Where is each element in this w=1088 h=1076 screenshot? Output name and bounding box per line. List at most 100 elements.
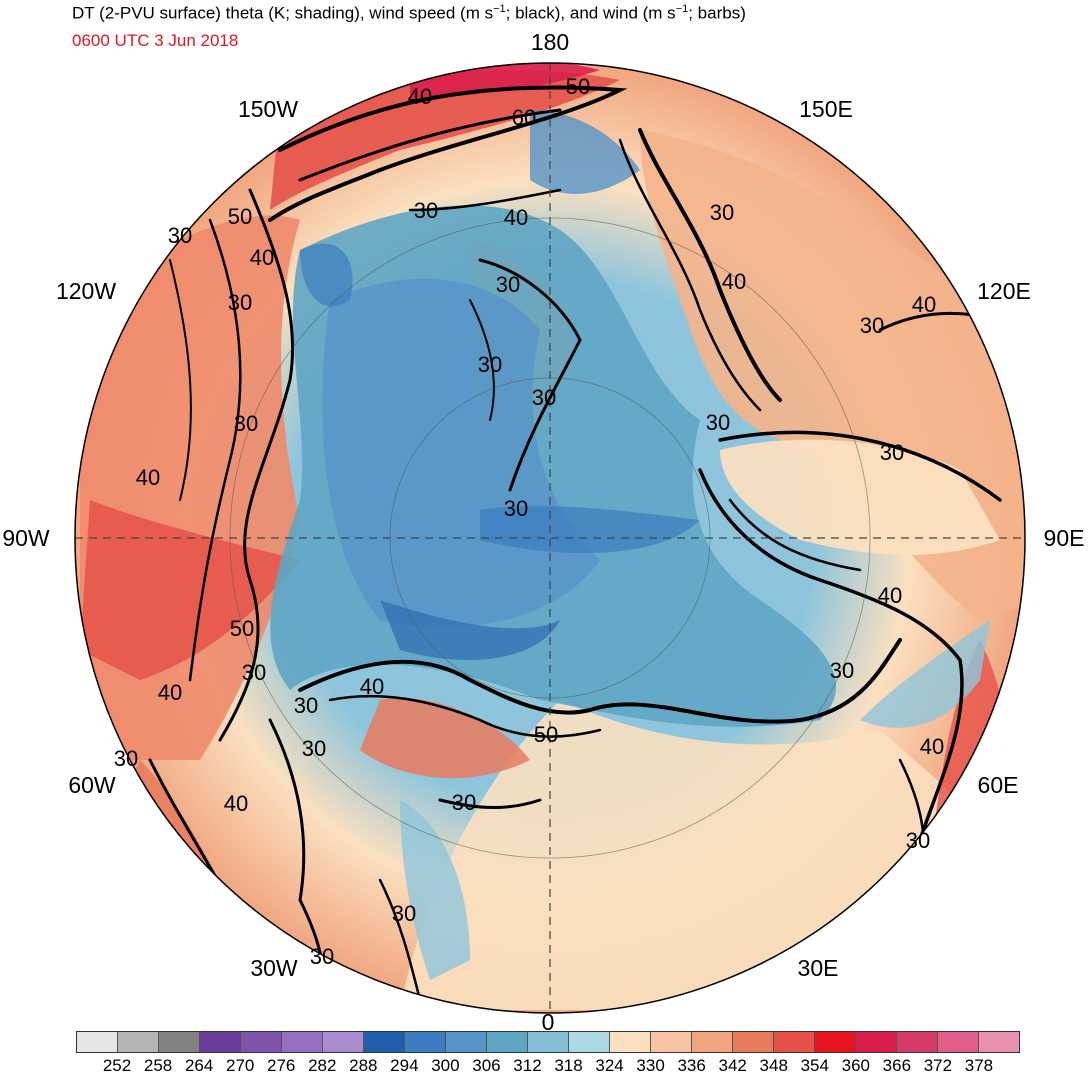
colorbar-swatch: [733, 1032, 774, 1052]
contour-label: 40: [408, 84, 432, 109]
contour-label: 30: [392, 901, 416, 926]
colorbar-swatch: [774, 1032, 815, 1052]
colorbar-tick-label: 276: [267, 1056, 296, 1075]
contour-label: 40: [878, 583, 902, 608]
contour-label: 30: [414, 198, 438, 223]
colorbar-swatch: [241, 1032, 282, 1052]
polar-map: 180 150W 150E 120W 120E 90W 90E 60W 60E …: [2, 29, 1085, 1030]
contour-label: 30: [504, 496, 528, 521]
colorbar-tick-label: 372: [923, 1056, 953, 1075]
contour-label: 50: [230, 616, 254, 641]
colorbar-swatch: [282, 1032, 323, 1052]
colorbar-tick-label: 366: [882, 1056, 912, 1075]
colorbar-tick-label: 360: [841, 1056, 870, 1075]
contour-label: 30: [478, 352, 502, 377]
lon-label-0: 0: [542, 1009, 555, 1030]
wind-speed-contours: [148, 85, 1002, 1002]
contour-labels: 40 50 60 30 40 50 30 40 30 40 30 30 30 3…: [114, 74, 944, 969]
colorbar-tick-label: 336: [677, 1056, 706, 1075]
lon-label-180: 180: [531, 29, 569, 55]
contour-label: 30: [880, 440, 904, 465]
colorbar-swatch: [692, 1032, 733, 1052]
contour-label: 30: [710, 200, 734, 225]
colorbar-tick-label: 252: [102, 1056, 132, 1075]
colorbar-swatch: [610, 1032, 651, 1052]
colorbar-swatch: [159, 1032, 200, 1052]
colorbar-swatch: [856, 1032, 897, 1052]
contour-label: 30: [706, 410, 730, 435]
colorbar-tick-label: 258: [143, 1056, 173, 1075]
colorbar-tick-label: 306: [472, 1056, 501, 1075]
contour-label: 30: [906, 828, 930, 853]
map-title: DT (2-PVU surface) theta (K; shading), w…: [72, 3, 746, 23]
graticule: [75, 63, 1025, 1013]
contour-label: 40: [504, 205, 528, 230]
contour-label: 30: [302, 736, 326, 761]
colorbar-swatch: [938, 1032, 979, 1052]
contour-label: 40: [360, 674, 384, 699]
colorbar-tick-label: 264: [184, 1056, 214, 1075]
contour-label: 30: [234, 411, 258, 436]
colorbar-swatch: [815, 1032, 856, 1052]
contour-label: 30: [228, 290, 252, 315]
contour-label: 30: [496, 272, 520, 297]
colorbar-tick-label: 354: [800, 1056, 829, 1075]
colorbar-tick-label: 312: [513, 1056, 542, 1075]
colorbar-swatch: [200, 1032, 241, 1052]
contour-label: 30: [452, 790, 476, 815]
colorbar-tick-label: 330: [636, 1056, 665, 1075]
contour-label: 40: [136, 465, 160, 490]
lon-label-60e: 60E: [978, 772, 1019, 798]
theta-colorbar: [76, 1031, 1020, 1053]
colorbar-swatch: [651, 1032, 692, 1052]
map-valid-time: 0600 UTC 3 Jun 2018: [72, 31, 239, 50]
contour-label: 60: [512, 105, 536, 130]
contour-label: 30: [310, 944, 334, 969]
colorbar-swatch: [118, 1032, 159, 1052]
colorbar-swatch: [77, 1032, 118, 1052]
contour-label: 40: [224, 791, 248, 816]
colorbar-swatch: [979, 1032, 1019, 1052]
contour-label: 30: [830, 658, 854, 683]
colorbar-tick-label: 270: [225, 1056, 255, 1075]
contour-label: 50: [228, 204, 252, 229]
contour-label: 30: [294, 693, 318, 718]
colorbar-swatch: [323, 1032, 364, 1052]
colorbar-tick-label: 288: [349, 1056, 378, 1075]
colorbar-tick-label: 300: [431, 1056, 460, 1075]
colorbar-tick-label: 282: [308, 1056, 337, 1075]
colorbar-tick-label: 342: [718, 1056, 747, 1075]
contour-label: 40: [250, 245, 274, 270]
colorbar-swatch: [528, 1032, 569, 1052]
colorbar-swatch: [897, 1032, 938, 1052]
lon-label-90w: 90W: [2, 525, 50, 551]
colorbar-swatch: [487, 1032, 528, 1052]
lon-label-90e: 90E: [1044, 525, 1085, 551]
contour-label: 40: [912, 292, 936, 317]
map-border: [74, 62, 1026, 1014]
lon-label-120e: 120E: [977, 278, 1031, 304]
contour-label: 30: [242, 660, 266, 685]
lon-label-120w: 120W: [56, 278, 116, 304]
contour-label: 30: [168, 223, 192, 248]
colorbar-tick-label: 348: [759, 1056, 788, 1075]
contour-label: 30: [860, 313, 884, 338]
contour-label: 40: [722, 269, 746, 294]
contour-label: 30: [532, 385, 556, 410]
lon-label-60w: 60W: [68, 772, 116, 798]
colorbar-tick-label: 324: [595, 1056, 624, 1075]
colorbar-swatch: [405, 1032, 446, 1052]
colorbar-tick-label: 318: [554, 1056, 583, 1075]
lon-label-150e: 150E: [799, 96, 853, 122]
colorbar-swatch: [446, 1032, 487, 1052]
colorbar-swatch: [569, 1032, 610, 1052]
lon-label-30e: 30E: [798, 955, 839, 981]
colorbar-tick-labels: 252 258 264 270 276 282 288 294 300 306 312 318 324 3…: [76, 1056, 1020, 1076]
lon-label-150w: 150W: [238, 96, 298, 122]
contour-label: 30: [114, 746, 138, 771]
contour-label: 50: [534, 722, 558, 747]
colorbar-swatch: [364, 1032, 405, 1052]
colorbar-tick-label: 378: [964, 1056, 994, 1075]
contour-label: 50: [566, 74, 590, 99]
colorbar-tick-label: 294: [390, 1056, 419, 1075]
